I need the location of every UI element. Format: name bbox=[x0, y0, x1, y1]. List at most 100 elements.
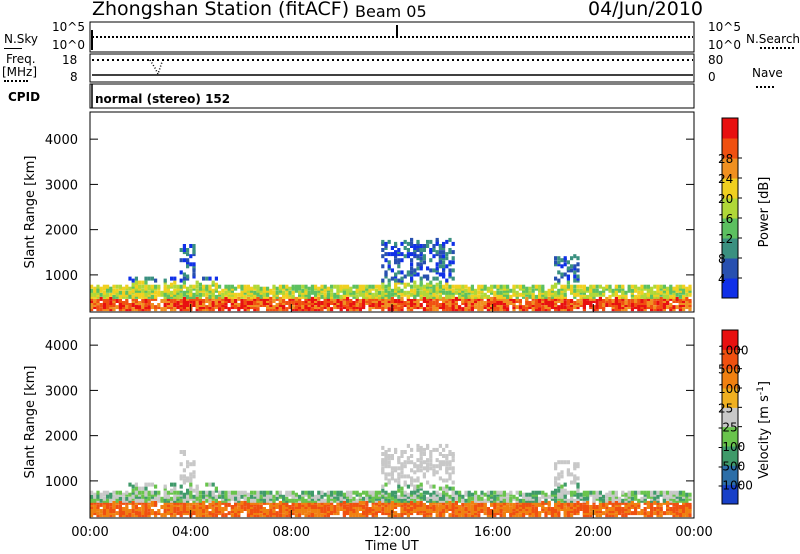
velocity-cell bbox=[634, 494, 638, 499]
power-cell bbox=[93, 299, 97, 303]
power-cell bbox=[109, 301, 113, 305]
velocity-cell bbox=[176, 490, 180, 495]
power-cell bbox=[675, 288, 679, 293]
power-cell bbox=[371, 299, 375, 303]
velocity-cell bbox=[576, 492, 580, 497]
power-cell bbox=[323, 292, 327, 297]
power-cell bbox=[195, 284, 199, 289]
power-cell bbox=[122, 305, 126, 310]
power-cell bbox=[419, 280, 423, 285]
power-cell bbox=[163, 288, 167, 293]
velocity-cell bbox=[400, 474, 404, 479]
power-cell bbox=[422, 296, 426, 301]
power-cell bbox=[406, 241, 410, 246]
velocity-cell bbox=[416, 478, 420, 483]
velocity-cell bbox=[502, 500, 506, 505]
velocity-cell bbox=[435, 496, 439, 501]
power-cell bbox=[560, 264, 564, 269]
power-cell bbox=[467, 288, 471, 293]
power-cell bbox=[656, 284, 660, 289]
velocity-cell bbox=[422, 505, 426, 509]
velocity-cell bbox=[125, 500, 129, 505]
velocity-cell bbox=[307, 490, 311, 495]
velocity-cell bbox=[470, 509, 474, 513]
velocity-cell bbox=[211, 490, 215, 495]
power-cell bbox=[573, 305, 577, 310]
power-cell bbox=[621, 305, 625, 310]
power-cell bbox=[202, 299, 206, 303]
velocity-cell bbox=[90, 511, 94, 516]
power-cell bbox=[490, 305, 494, 310]
power-cell bbox=[480, 305, 484, 310]
velocity-cell bbox=[627, 494, 631, 499]
power-cell bbox=[259, 299, 263, 303]
power-cell bbox=[266, 299, 270, 303]
x-axis-title: Time UT bbox=[364, 539, 418, 554]
power-cell bbox=[646, 299, 650, 303]
x-tick-label: 16:00 bbox=[474, 525, 511, 540]
velocity-cell bbox=[451, 466, 455, 471]
velocity-cell bbox=[483, 505, 487, 509]
velocity-cell bbox=[198, 494, 202, 499]
power-cell bbox=[192, 299, 196, 303]
power-cell bbox=[314, 284, 318, 289]
power-cell bbox=[413, 244, 417, 248]
power-cell bbox=[541, 294, 545, 299]
velocity-cell bbox=[413, 484, 417, 489]
power-cell bbox=[531, 292, 535, 297]
power-cell bbox=[256, 299, 260, 303]
power-cell bbox=[163, 294, 167, 299]
power-cell bbox=[486, 286, 490, 291]
power-cell bbox=[435, 266, 439, 271]
power-cell bbox=[240, 290, 244, 295]
velocity-cell bbox=[496, 500, 500, 505]
velocity-cell bbox=[618, 500, 622, 505]
velocity-cell bbox=[166, 505, 170, 509]
velocity-cell bbox=[259, 513, 263, 518]
power-cell bbox=[560, 305, 564, 310]
power-cell bbox=[429, 307, 433, 312]
velocity-cell bbox=[576, 500, 580, 505]
velocity-cell bbox=[320, 498, 324, 503]
velocity-cell bbox=[326, 507, 330, 511]
power-cell bbox=[189, 254, 193, 259]
power-cell bbox=[384, 299, 388, 303]
velocity-cell bbox=[419, 460, 423, 465]
velocity-cell bbox=[150, 509, 154, 513]
velocity-cell bbox=[240, 505, 244, 509]
velocity-cell bbox=[266, 500, 270, 505]
velocity-cell bbox=[544, 511, 548, 516]
velocity-cell bbox=[387, 460, 391, 465]
velocity-cell bbox=[426, 458, 430, 463]
power-cell bbox=[381, 299, 385, 303]
power-cell bbox=[246, 305, 250, 310]
power-cell bbox=[352, 290, 356, 295]
velocity-cell bbox=[330, 500, 334, 505]
velocity-cell bbox=[531, 500, 535, 505]
velocity-cell bbox=[611, 505, 615, 509]
velocity-cell bbox=[330, 505, 334, 509]
velocity-cell bbox=[218, 494, 222, 499]
velocity-cell bbox=[602, 494, 606, 499]
velocity-cell bbox=[406, 474, 410, 479]
velocity-cell bbox=[406, 460, 410, 465]
power-cell bbox=[627, 284, 631, 289]
velocity-cell bbox=[534, 500, 538, 505]
power-cell bbox=[339, 284, 343, 289]
velocity-cell bbox=[442, 505, 446, 509]
power-cell bbox=[234, 294, 238, 299]
velocity-cell bbox=[176, 511, 180, 516]
power-cell bbox=[147, 290, 151, 295]
power-cell bbox=[192, 250, 196, 255]
velocity-cell bbox=[93, 505, 97, 509]
power-cell bbox=[662, 284, 666, 289]
velocity-cell bbox=[218, 490, 222, 495]
velocity-cell bbox=[554, 488, 558, 493]
velocity-cell bbox=[400, 454, 404, 458]
power-cell bbox=[365, 294, 369, 299]
velocity-cell bbox=[400, 505, 404, 509]
velocity-cell bbox=[374, 494, 378, 499]
power-cell bbox=[298, 284, 302, 289]
velocity-cell bbox=[294, 494, 298, 499]
power-cell bbox=[141, 294, 145, 299]
